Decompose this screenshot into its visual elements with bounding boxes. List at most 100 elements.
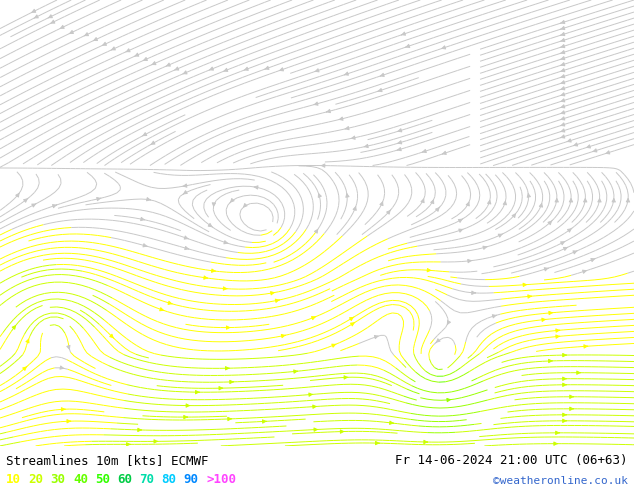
FancyArrowPatch shape [314, 229, 318, 233]
FancyArrowPatch shape [560, 32, 565, 36]
FancyArrowPatch shape [605, 151, 610, 154]
FancyArrowPatch shape [397, 147, 401, 151]
FancyArrowPatch shape [555, 198, 559, 202]
FancyArrowPatch shape [224, 68, 228, 72]
FancyArrowPatch shape [93, 38, 98, 41]
FancyArrowPatch shape [219, 387, 223, 390]
FancyArrowPatch shape [183, 71, 187, 74]
FancyArrowPatch shape [315, 69, 319, 72]
FancyArrowPatch shape [16, 194, 19, 197]
FancyArrowPatch shape [313, 405, 316, 408]
FancyArrowPatch shape [53, 204, 56, 208]
FancyArrowPatch shape [143, 57, 148, 61]
FancyArrowPatch shape [332, 344, 336, 347]
FancyArrowPatch shape [166, 63, 171, 66]
FancyArrowPatch shape [111, 47, 115, 50]
FancyArrowPatch shape [540, 203, 543, 207]
FancyArrowPatch shape [583, 270, 587, 273]
FancyArrowPatch shape [34, 15, 38, 18]
FancyArrowPatch shape [560, 111, 565, 114]
FancyArrowPatch shape [151, 141, 155, 145]
FancyArrowPatch shape [353, 207, 356, 210]
FancyArrowPatch shape [548, 220, 552, 225]
FancyArrowPatch shape [26, 339, 29, 343]
FancyArrowPatch shape [344, 376, 348, 379]
FancyArrowPatch shape [318, 194, 321, 197]
FancyArrowPatch shape [586, 145, 590, 148]
FancyArrowPatch shape [493, 315, 496, 318]
FancyArrowPatch shape [134, 53, 139, 56]
FancyArrowPatch shape [275, 299, 280, 302]
FancyArrowPatch shape [401, 32, 406, 35]
FancyArrowPatch shape [564, 247, 567, 250]
FancyArrowPatch shape [527, 295, 532, 298]
FancyArrowPatch shape [527, 194, 531, 197]
FancyArrowPatch shape [380, 202, 383, 206]
FancyArrowPatch shape [498, 234, 503, 237]
FancyArrowPatch shape [67, 345, 70, 349]
FancyArrowPatch shape [560, 56, 565, 60]
FancyArrowPatch shape [421, 199, 424, 203]
FancyArrowPatch shape [612, 198, 616, 202]
FancyArrowPatch shape [60, 366, 64, 369]
FancyArrowPatch shape [626, 198, 630, 202]
FancyArrowPatch shape [387, 210, 391, 214]
FancyArrowPatch shape [184, 236, 188, 239]
FancyArrowPatch shape [560, 50, 565, 54]
FancyArrowPatch shape [184, 416, 188, 419]
FancyArrowPatch shape [228, 417, 231, 420]
FancyArrowPatch shape [560, 99, 565, 102]
FancyArrowPatch shape [243, 203, 247, 207]
FancyArrowPatch shape [567, 139, 571, 142]
FancyArrowPatch shape [554, 442, 558, 445]
FancyArrowPatch shape [570, 407, 574, 411]
Text: >100: >100 [206, 472, 236, 486]
FancyArrowPatch shape [311, 317, 316, 319]
FancyArrowPatch shape [560, 242, 565, 245]
FancyArrowPatch shape [141, 218, 145, 220]
FancyArrowPatch shape [226, 326, 230, 329]
FancyArrowPatch shape [61, 408, 65, 411]
FancyArrowPatch shape [226, 367, 230, 370]
FancyArrowPatch shape [281, 334, 285, 338]
FancyArrowPatch shape [459, 229, 463, 232]
FancyArrowPatch shape [468, 259, 472, 263]
FancyArrowPatch shape [351, 322, 355, 326]
FancyArrowPatch shape [562, 383, 566, 387]
FancyArrowPatch shape [512, 214, 515, 218]
FancyArrowPatch shape [209, 67, 214, 70]
FancyArrowPatch shape [577, 371, 581, 374]
FancyArrowPatch shape [548, 359, 552, 363]
FancyArrowPatch shape [560, 63, 565, 66]
FancyArrowPatch shape [340, 430, 344, 433]
FancyArrowPatch shape [143, 244, 147, 247]
FancyArrowPatch shape [265, 66, 269, 70]
FancyArrowPatch shape [398, 129, 402, 132]
FancyArrowPatch shape [230, 198, 234, 203]
FancyArrowPatch shape [223, 287, 227, 290]
FancyArrowPatch shape [254, 186, 258, 189]
Text: 50: 50 [95, 472, 110, 486]
FancyArrowPatch shape [244, 67, 249, 71]
FancyArrowPatch shape [67, 419, 71, 423]
FancyArrowPatch shape [563, 353, 567, 357]
FancyArrowPatch shape [560, 69, 565, 72]
FancyArrowPatch shape [48, 15, 53, 18]
Text: ©weatheronline.co.uk: ©weatheronline.co.uk [493, 476, 628, 486]
FancyArrowPatch shape [351, 136, 355, 139]
FancyArrowPatch shape [483, 246, 487, 249]
FancyArrowPatch shape [195, 391, 199, 394]
FancyArrowPatch shape [51, 20, 55, 24]
FancyArrowPatch shape [96, 197, 101, 201]
FancyArrowPatch shape [583, 198, 587, 202]
FancyArrowPatch shape [375, 336, 378, 339]
FancyArrowPatch shape [560, 81, 565, 84]
FancyArrowPatch shape [398, 141, 402, 144]
FancyArrowPatch shape [204, 276, 208, 279]
FancyArrowPatch shape [184, 246, 189, 249]
FancyArrowPatch shape [542, 318, 546, 321]
Text: 40: 40 [73, 472, 88, 486]
FancyArrowPatch shape [556, 329, 560, 332]
FancyArrowPatch shape [569, 198, 573, 202]
FancyArrowPatch shape [562, 419, 566, 422]
